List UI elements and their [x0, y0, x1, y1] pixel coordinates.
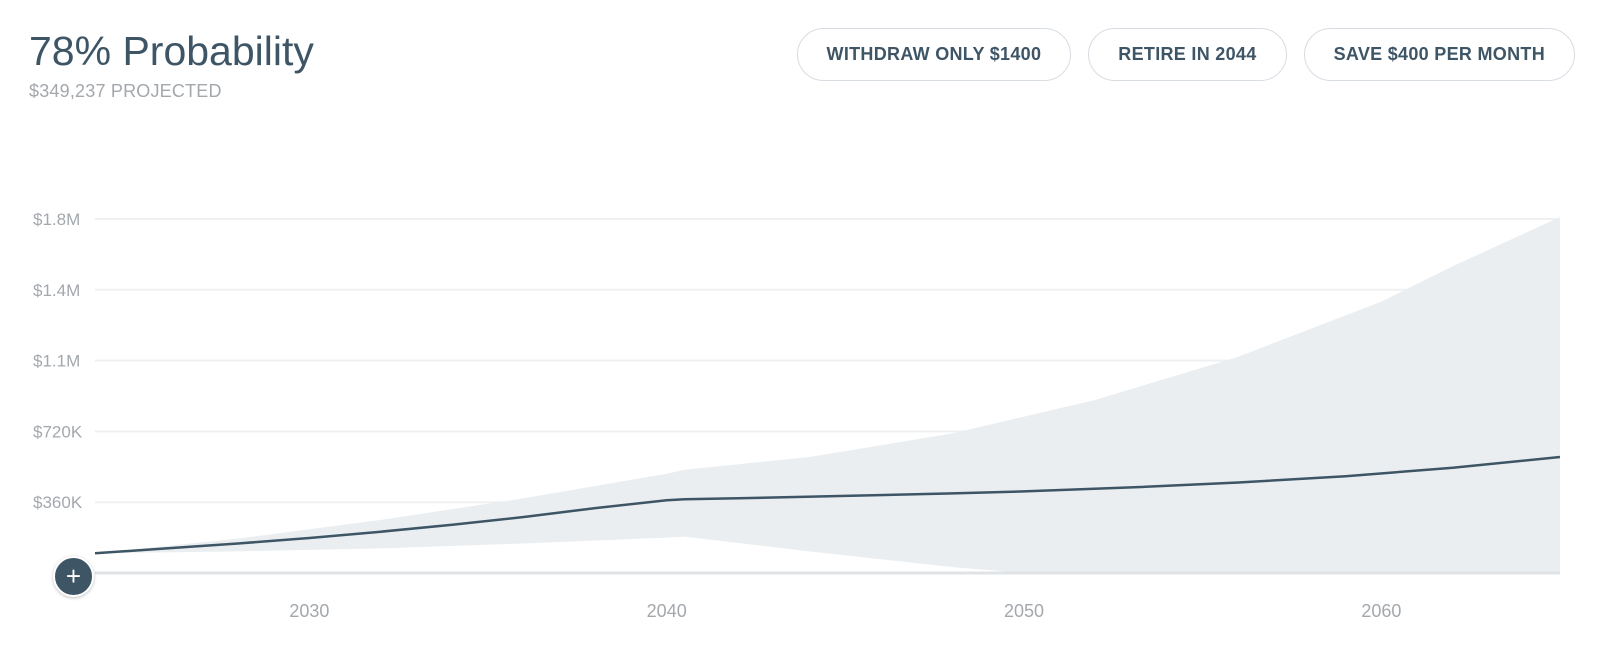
- withdraw-only-button[interactable]: WITHDRAW ONLY $1400: [796, 28, 1072, 81]
- x-tick-label: 2050: [1004, 601, 1044, 621]
- y-tick-label: $360K: [33, 493, 83, 512]
- scenario-actions: WITHDRAW ONLY $1400 RETIRE IN 2044 SAVE …: [796, 28, 1575, 81]
- retire-in-button[interactable]: RETIRE IN 2044: [1088, 28, 1287, 81]
- y-tick-label: $720K: [33, 422, 83, 441]
- plus-icon: +: [65, 560, 82, 591]
- y-tick-label: $1.4M: [33, 281, 80, 300]
- x-tick-label: 2040: [647, 601, 687, 621]
- x-tick-label: 2030: [289, 601, 329, 621]
- projected-amount: $349,237 PROJECTED: [29, 81, 222, 101]
- median-projection-line: [94, 455, 1561, 555]
- projection-summary: 78% Probability $349,237 PROJECTED: [29, 27, 314, 102]
- confidence-band: [95, 217, 1560, 573]
- y-tick-label: $1.1M: [33, 352, 80, 371]
- save-per-month-button[interactable]: SAVE $400 PER MONTH: [1303, 28, 1575, 81]
- y-tick-label: $1.8M: [33, 210, 80, 229]
- probability-heading: 78% Probability: [29, 28, 314, 74]
- add-event-button[interactable]: +: [53, 556, 94, 597]
- x-tick-label: 2060: [1361, 601, 1401, 621]
